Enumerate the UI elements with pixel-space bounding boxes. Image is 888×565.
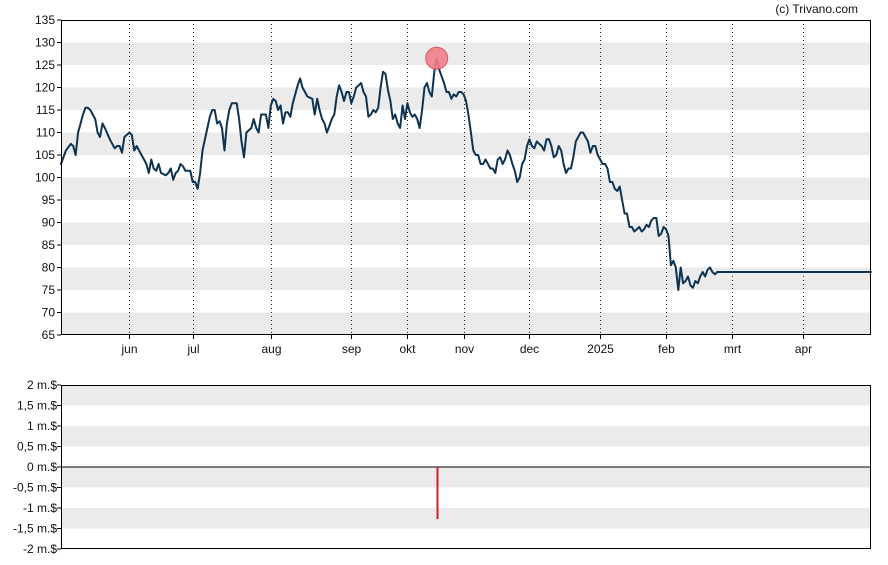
- x-tick-label: mrt: [724, 342, 742, 356]
- price-series-line: [60, 57, 872, 291]
- grid-band: [61, 177, 871, 200]
- y-tick-label: 100: [35, 171, 55, 185]
- grid-band: [61, 42, 871, 65]
- y-tick-label: 2 m.$: [27, 378, 57, 392]
- y-tick-label: 125: [35, 58, 55, 72]
- y-tick-label: 115: [36, 103, 55, 117]
- x-tick-label: okt: [399, 342, 416, 356]
- x-tick-label: apr: [795, 342, 812, 356]
- grid-band: [61, 467, 871, 488]
- y-tick-label: 85: [42, 238, 56, 252]
- volume-frame: [61, 385, 871, 549]
- y-tick-label: 120: [35, 81, 55, 95]
- volume-chart: 2 m.$ 1,5 m.$ 1 m.$ 0,5 m.$ 0 m.$ -0,5 m.$ -1 …: [13, 378, 871, 556]
- y-tick-label: 1 m.$: [27, 419, 57, 433]
- y-tick-label: 90: [42, 216, 56, 230]
- grid-band: [61, 312, 871, 335]
- x-tick-label: nov: [455, 342, 474, 356]
- credit-text: (c) Trivano.com: [775, 2, 858, 16]
- y-tick-label: -1 m.$: [23, 501, 57, 515]
- grid-band: [61, 267, 871, 290]
- y-tick-label: 65: [42, 328, 56, 342]
- y-tick-label: 135: [35, 13, 55, 27]
- y-tick-label: -1,5 m.$: [13, 522, 57, 536]
- y-tick-label: 0 m.$: [27, 460, 57, 474]
- y-tick-label: 1,5 m.$: [17, 399, 57, 413]
- y-tick-label: 95: [42, 193, 56, 207]
- y-tick-label: 130: [35, 36, 55, 50]
- y-tick-label: 70: [42, 306, 56, 320]
- grid-band: [61, 222, 871, 245]
- grid-band: [61, 385, 871, 406]
- price-chart: 135 130 125 120 115 110 105 100 95 90 85 80 75 70 65 ju…: [35, 13, 872, 356]
- grid-band: [61, 426, 871, 447]
- x-tick-label: feb: [658, 342, 675, 356]
- y-tick-label: 110: [36, 126, 55, 140]
- x-tick-label: jul: [186, 342, 199, 356]
- y-tick-label: -0,5 m.$: [13, 481, 57, 495]
- y-tick-label: 105: [35, 148, 55, 162]
- grid-band: [61, 132, 871, 155]
- y-tick-label: 80: [42, 261, 56, 275]
- price-frame: [61, 20, 871, 335]
- y-tick-label: 0,5 m.$: [17, 440, 57, 454]
- x-tick-label: 2025: [587, 342, 614, 356]
- x-tick-label: jun: [120, 342, 137, 356]
- x-tick-label: aug: [261, 342, 281, 356]
- x-tick-label: sep: [342, 342, 362, 356]
- y-tick-label: 75: [42, 283, 56, 297]
- grid-band: [61, 508, 871, 529]
- x-tick-label: dec: [520, 342, 539, 356]
- peak-marker: [425, 46, 449, 70]
- y-tick-label: -2 m.$: [23, 542, 57, 556]
